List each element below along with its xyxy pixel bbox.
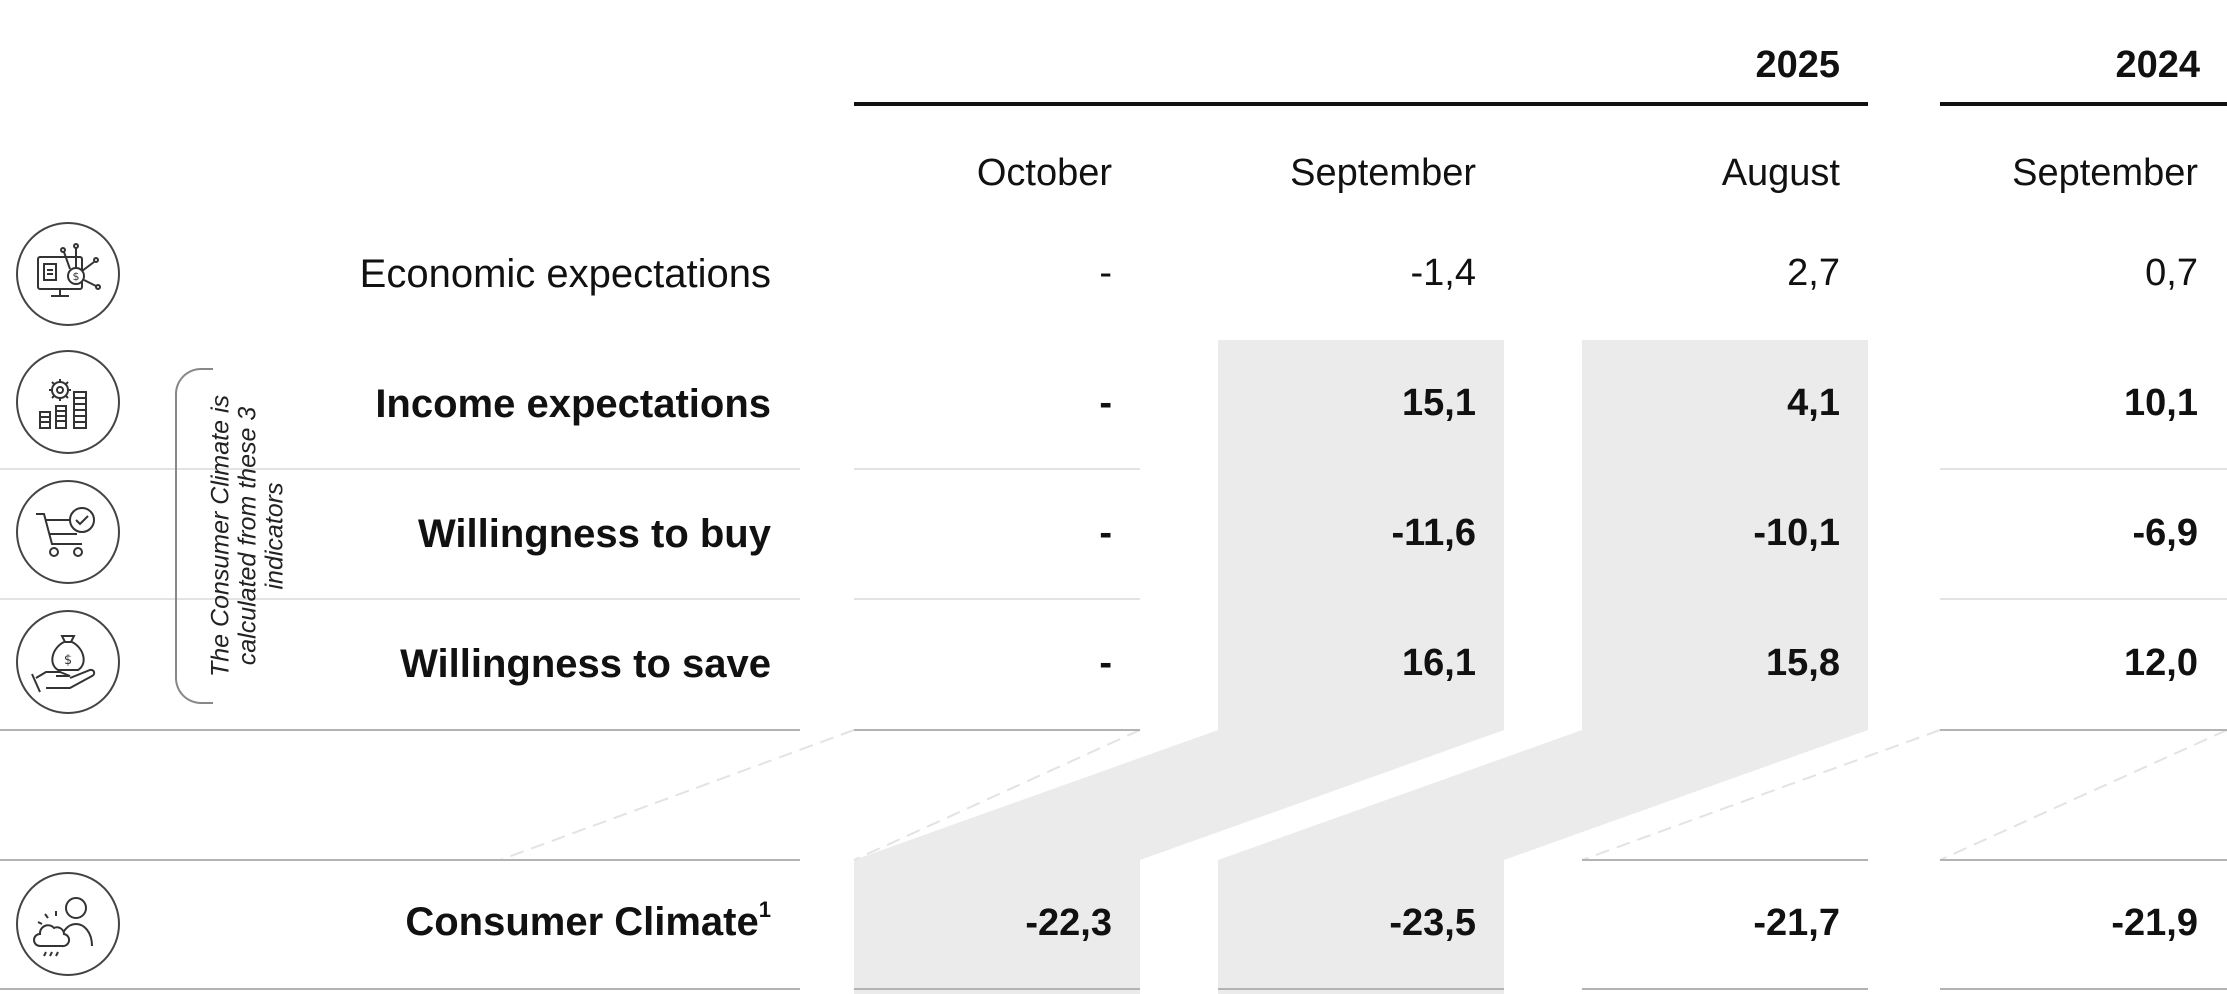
cell-climate-october: -22,3 [1025, 902, 1112, 944]
cell-economic-september-2025: -1,4 [1410, 252, 1476, 294]
highlight-climate-october [854, 860, 1140, 994]
row-label-consumer-climate: Consumer Climate1 [405, 896, 771, 945]
connector-sep-to-oct [854, 730, 1504, 860]
block-divider [0, 988, 800, 990]
connector-dash-4 [1939, 729, 2227, 861]
year-2024-rule [1940, 102, 2227, 106]
cell-income-august: 4,1 [1787, 382, 1840, 424]
cell-income-september-2025: 15,1 [1402, 382, 1476, 424]
connector-aug-to-sep [1218, 730, 1868, 860]
cell-save-september-2025: 16,1 [1402, 642, 1476, 684]
footnote-marker: 1 [758, 896, 771, 922]
bracket-note: The Consumer Climate is calculated from … [178, 368, 318, 704]
month-header-september-2025: September [1290, 152, 1476, 194]
block-divider [1582, 859, 1868, 861]
bracket-note-text: The Consumer Climate is calculated from … [206, 394, 289, 678]
person-weather-cloud-icon [16, 872, 120, 976]
year-2024-label: 2024 [2115, 44, 2200, 86]
row-divider [1940, 598, 2227, 600]
gear-coin-stacks-icon [16, 350, 120, 454]
connector-dash-2 [853, 729, 1141, 861]
cell-income-september-2024: 10,1 [2124, 382, 2198, 424]
row-divider [854, 468, 1140, 470]
month-header-september-2024: September [2012, 152, 2198, 194]
block-divider [0, 859, 800, 861]
consumer-climate-label: Consumer Climate [405, 900, 759, 944]
indicator-bracket [175, 368, 213, 704]
cell-buy-august: -10,1 [1753, 512, 1840, 554]
highlight-september-2025 [1218, 340, 1504, 730]
connector-dash-1 [499, 729, 855, 861]
row-divider [854, 598, 1140, 600]
highlight-august-2025 [1582, 340, 1868, 730]
year-2025-rule [854, 102, 1868, 106]
cell-save-october: - [1099, 642, 1112, 684]
monitor-money-network-icon: $ [16, 222, 120, 326]
month-header-october: October [976, 152, 1112, 194]
cell-economic-september-2024: 0,7 [2145, 252, 2198, 294]
cell-income-october: - [1099, 382, 1112, 424]
cell-climate-september-2025: -23,5 [1389, 902, 1476, 944]
year-2025-label: 2025 [1755, 44, 1840, 86]
block-divider [1940, 859, 2227, 861]
block-divider [1940, 988, 2227, 990]
block-divider [0, 729, 800, 731]
cell-economic-october: - [1099, 252, 1112, 294]
cell-economic-august: 2,7 [1787, 252, 1840, 294]
cell-save-september-2024: 12,0 [2124, 642, 2198, 684]
cell-buy-september-2025: -11,6 [1391, 512, 1476, 554]
cell-climate-august: -21,7 [1753, 902, 1840, 944]
row-divider [1940, 468, 2227, 470]
svg-text:$: $ [73, 270, 80, 283]
highlight-climate-september [1218, 860, 1504, 994]
cell-climate-september-2024: -21,9 [2111, 902, 2198, 944]
cell-buy-october: - [1099, 512, 1112, 554]
row-label-economic-expectations: Economic expectations [359, 252, 771, 296]
block-divider [1218, 988, 1504, 990]
block-divider [1582, 988, 1868, 990]
row-divider [0, 598, 800, 600]
hand-money-bag-icon: $ [16, 610, 120, 714]
row-label-willingness-to-save: Willingness to save [400, 642, 771, 686]
row-label-willingness-to-buy: Willingness to buy [418, 512, 771, 556]
shopping-cart-check-icon [16, 480, 120, 584]
block-divider [854, 729, 1140, 731]
row-divider [0, 468, 800, 470]
connector-dash-3 [1581, 729, 1941, 861]
block-divider [854, 988, 1140, 990]
cell-buy-september-2024: -6,9 [2132, 512, 2198, 554]
block-divider [1940, 729, 2227, 731]
month-header-august: August [1721, 152, 1840, 194]
svg-text:$: $ [64, 653, 72, 668]
row-label-income-expectations: Income expectations [375, 382, 771, 426]
cell-save-august: 15,8 [1766, 642, 1840, 684]
